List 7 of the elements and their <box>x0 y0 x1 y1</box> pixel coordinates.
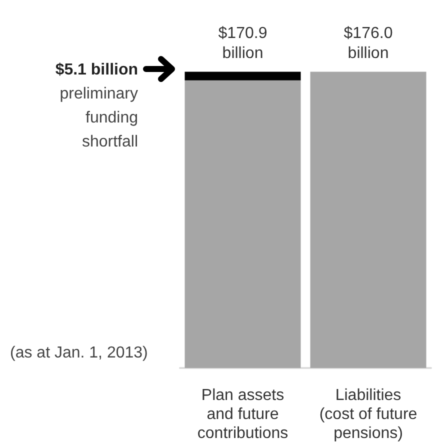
data-label: $170.9 billion <box>218 25 268 62</box>
data-label: $176.0 billion <box>344 25 393 62</box>
text: (as at Jan. 1, 2013) <box>10 344 148 362</box>
text: preliminary funding shortfall <box>60 86 138 150</box>
text: $5.1 billion <box>55 62 138 78</box>
x-tick-label: Plan assets and future contributions <box>197 387 288 442</box>
x-tick-label: Liabilities (cost of future pensions) <box>319 387 418 442</box>
